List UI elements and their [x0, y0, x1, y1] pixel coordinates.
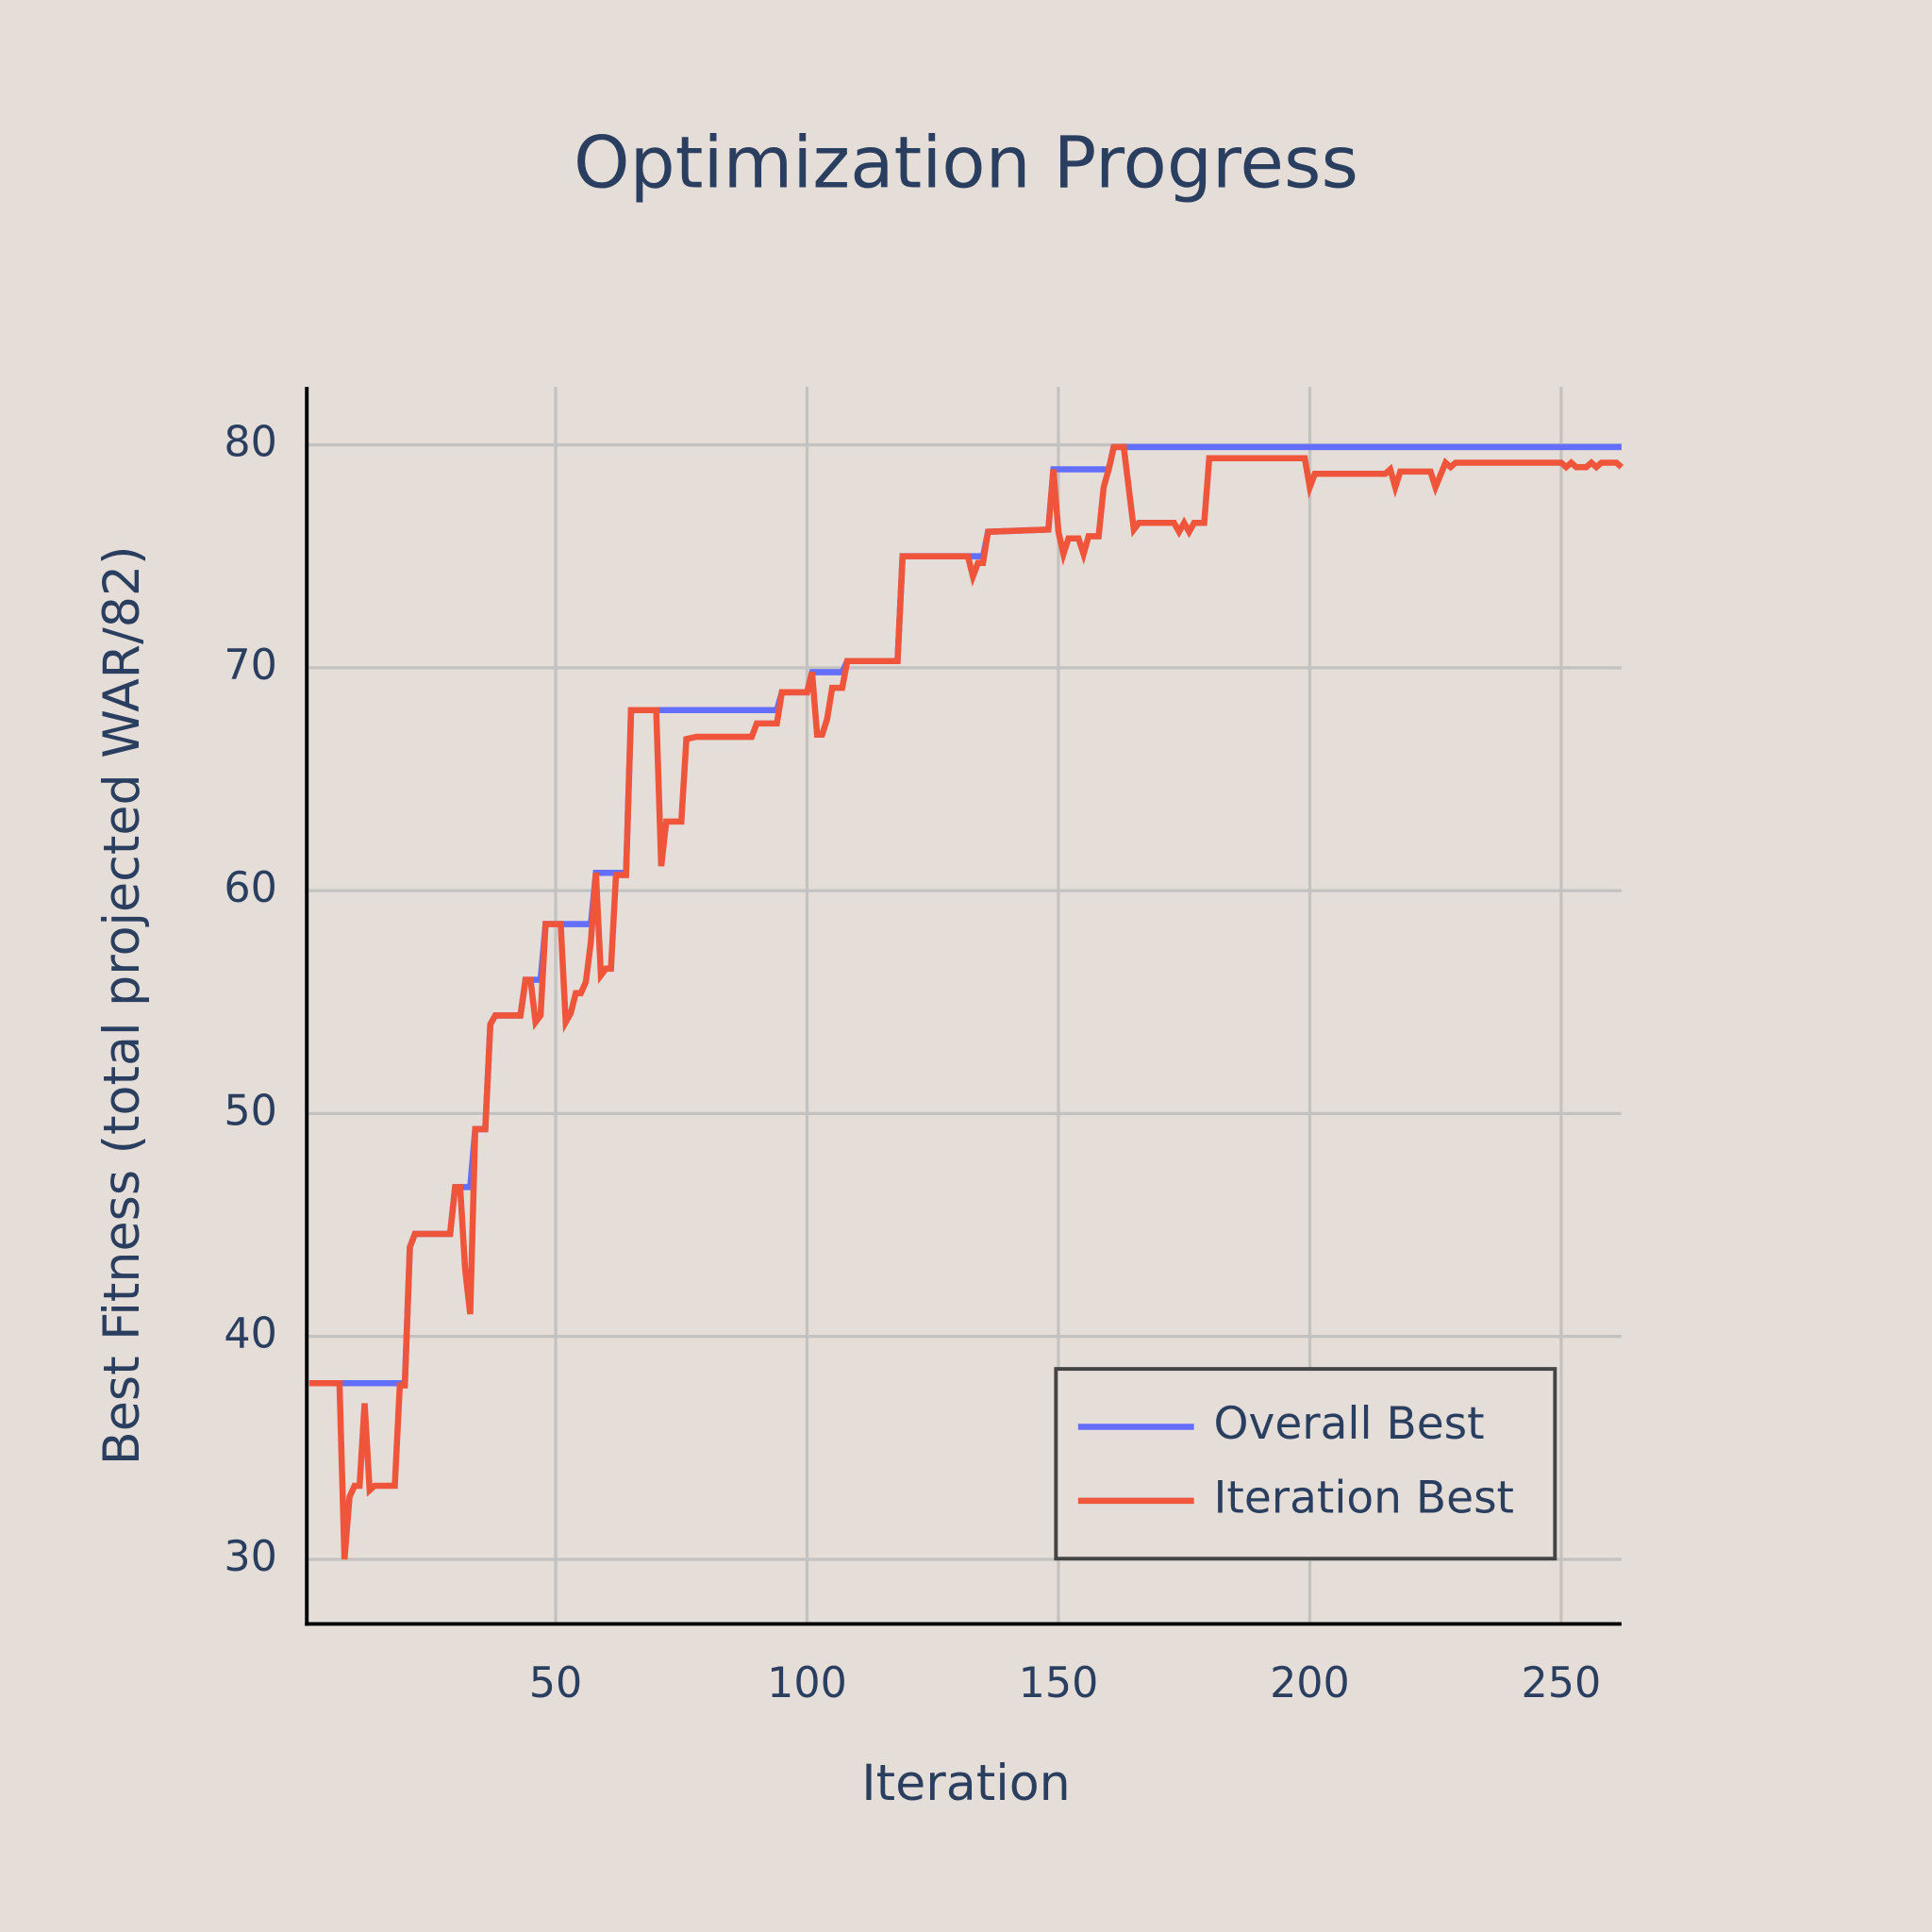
chart-title: Optimization Progress: [574, 122, 1358, 205]
legend-box: [1054, 1367, 1557, 1561]
x-tick-label: 200: [1270, 1659, 1350, 1707]
y-tick-label: 30: [224, 1533, 277, 1581]
x-tick-label: 100: [767, 1659, 847, 1707]
plot-area: [308, 443, 1624, 1560]
y-tick-label: 50: [224, 1087, 277, 1135]
x-tick-label: 50: [529, 1659, 583, 1707]
y-tick-label: 40: [224, 1310, 277, 1358]
legend-label: Overall Best: [1214, 1398, 1485, 1450]
y-axis-label: Best Fitness (total projected WAR/82): [94, 545, 151, 1465]
x-tick-label: 150: [1019, 1659, 1099, 1707]
series-line: [308, 443, 1624, 1560]
x-axis-label: Iteration: [861, 1756, 1071, 1812]
legend-label: Iteration Best: [1214, 1472, 1514, 1524]
y-tick-label: 70: [224, 641, 277, 690]
y-tick-label: 80: [224, 419, 277, 467]
x-tick-label: 250: [1522, 1659, 1602, 1707]
y-tick-label: 60: [224, 864, 277, 912]
